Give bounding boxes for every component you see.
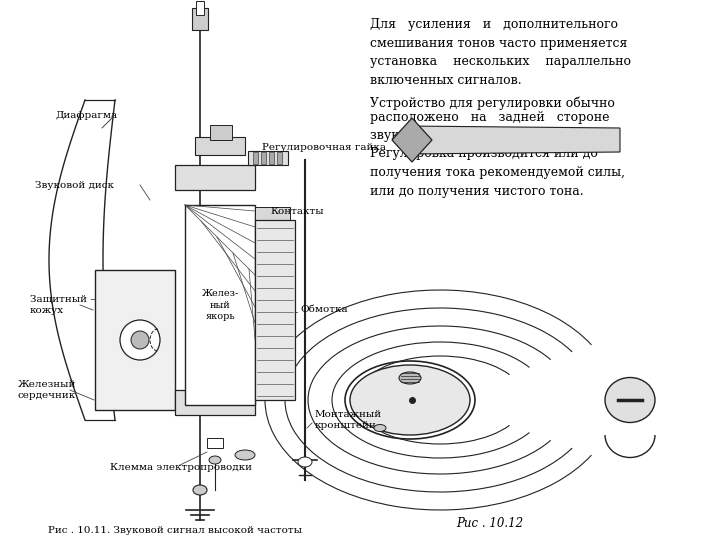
- Text: Диафрагма: Диафрагма: [55, 111, 117, 119]
- Bar: [248, 151, 288, 165]
- Text: Звуковой диск: Звуковой диск: [35, 180, 114, 190]
- Ellipse shape: [350, 365, 470, 435]
- Bar: [277, 152, 282, 164]
- Text: Рис . 10.11. Звуковой сигнал высокой частоты: Рис . 10.11. Звуковой сигнал высокой час…: [48, 526, 302, 535]
- Ellipse shape: [399, 372, 421, 384]
- Bar: [207, 438, 223, 448]
- Ellipse shape: [374, 424, 386, 431]
- Text: получения тока рекомендуемой силы,: получения тока рекомендуемой силы,: [370, 166, 625, 179]
- Text: Защитный –
кожух: Защитный – кожух: [30, 295, 96, 315]
- Ellipse shape: [131, 331, 149, 349]
- Text: смешивания тонов часто применяется: смешивания тонов часто применяется: [370, 37, 627, 50]
- Bar: [253, 152, 258, 164]
- Polygon shape: [392, 118, 432, 162]
- Text: Устройство для регулировки обычно: Устройство для регулировки обычно: [370, 96, 615, 110]
- Ellipse shape: [120, 320, 160, 360]
- Ellipse shape: [193, 485, 207, 495]
- Bar: [195, 137, 245, 155]
- Text: расположено   на   задней   стороне: расположено на задней стороне: [370, 111, 610, 124]
- Ellipse shape: [235, 450, 255, 460]
- Bar: [196, 1, 204, 15]
- Ellipse shape: [298, 457, 312, 467]
- Text: или до получения чистого тона.: или до получения чистого тона.: [370, 185, 584, 198]
- Bar: [269, 152, 274, 164]
- Ellipse shape: [209, 456, 221, 464]
- Text: Регулировка производится или до: Регулировка производится или до: [370, 147, 598, 160]
- Text: звуковых сигналов (см. рис. 10.12).: звуковых сигналов (см. рис. 10.12).: [370, 129, 605, 142]
- Bar: [175, 390, 255, 415]
- Text: Обмотка: Обмотка: [300, 306, 348, 314]
- Bar: [175, 165, 255, 190]
- Bar: [192, 8, 208, 30]
- Text: Рис . 10.12: Рис . 10.12: [456, 517, 523, 530]
- Bar: [210, 125, 232, 140]
- Text: Желез-
ный
якорь: Желез- ный якорь: [202, 289, 238, 321]
- Polygon shape: [405, 126, 620, 154]
- Ellipse shape: [605, 377, 655, 422]
- Text: Железный
сердечник: Железный сердечник: [18, 380, 76, 400]
- Text: Регулировочная гайка: Регулировочная гайка: [262, 144, 386, 152]
- Bar: [95, 270, 175, 410]
- Text: Контакты: Контакты: [270, 207, 323, 217]
- Bar: [261, 152, 266, 164]
- Bar: [255, 207, 290, 223]
- Text: Для   усиления   и   дополнительного: Для усиления и дополнительного: [370, 18, 618, 31]
- Bar: [255, 232, 290, 248]
- Text: включенных сигналов.: включенных сигналов.: [370, 73, 521, 86]
- Bar: [255, 220, 295, 400]
- Text: Клемма электропроводки: Клемма электропроводки: [110, 463, 252, 472]
- Text: Монтажный
кронштейн: Монтажный кронштейн: [315, 410, 382, 430]
- Text: установка    нескольких    параллельно: установка нескольких параллельно: [370, 55, 631, 68]
- Bar: [185, 205, 255, 405]
